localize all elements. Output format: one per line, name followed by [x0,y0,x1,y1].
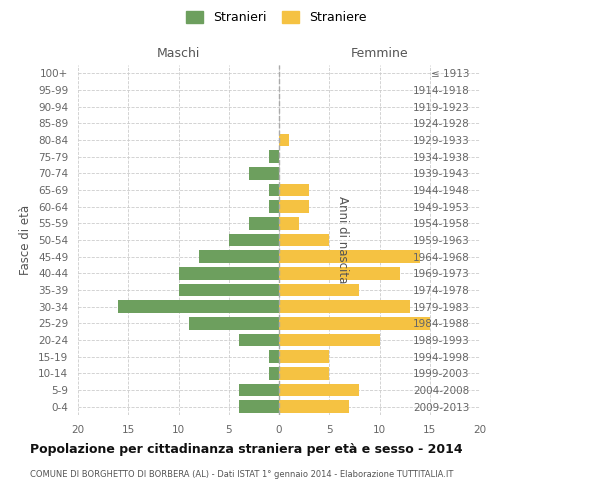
Bar [239,334,279,346]
Bar [279,267,400,280]
Bar [279,350,329,363]
Bar [249,167,279,179]
Bar [239,400,279,413]
Bar [279,284,359,296]
Bar [279,134,289,146]
Bar [279,317,430,330]
Bar [179,284,279,296]
Y-axis label: Fasce di età: Fasce di età [19,205,32,275]
Bar [118,300,279,313]
Bar [179,267,279,280]
Bar [188,317,279,330]
Bar [279,334,380,346]
Bar [239,384,279,396]
Bar [269,367,279,380]
Bar [279,184,309,196]
Bar [229,234,279,246]
Text: COMUNE DI BORGHETTO DI BORBERA (AL) - Dati ISTAT 1° gennaio 2014 - Elaborazione : COMUNE DI BORGHETTO DI BORBERA (AL) - Da… [30,470,454,479]
Bar [279,384,359,396]
Bar [279,234,329,246]
Text: Popolazione per cittadinanza straniera per età e sesso - 2014: Popolazione per cittadinanza straniera p… [30,442,463,456]
Bar [279,367,329,380]
Bar [199,250,279,263]
Bar [249,217,279,230]
Text: Maschi: Maschi [157,47,200,60]
Bar [269,350,279,363]
Bar [269,184,279,196]
Bar [269,150,279,163]
Bar [279,250,420,263]
Text: Femmine: Femmine [350,47,409,60]
Bar [279,400,349,413]
Bar [279,300,410,313]
Y-axis label: Anni di nascita: Anni di nascita [337,196,349,284]
Legend: Stranieri, Straniere: Stranieri, Straniere [185,11,367,24]
Bar [279,200,309,213]
Bar [279,217,299,230]
Bar [269,200,279,213]
